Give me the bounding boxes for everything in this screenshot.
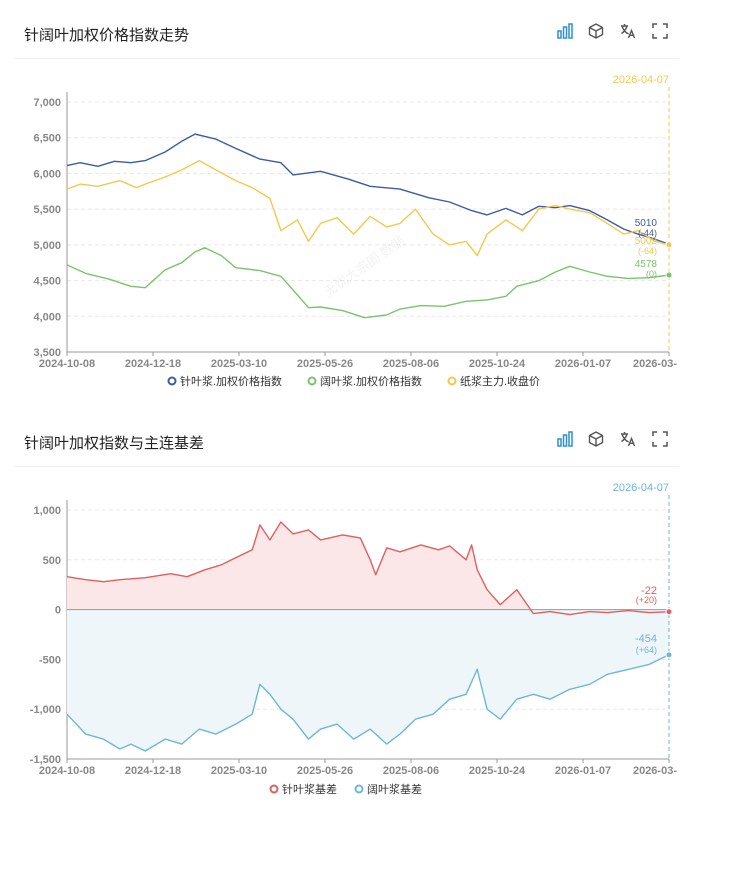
series-area [67,609,669,752]
y-tick-label: 6,000 [33,168,61,180]
series-end-change: (0) [646,269,657,279]
series-end-change: (-44) [638,228,657,238]
x-tick-label: 2024-12-18 [125,358,181,370]
series-end-change: (+64) [636,645,657,655]
price-index-chart: 3,500 4,000 4,500 5,000 5,500 6,000 6,500 7,000… [33,74,677,388]
series-end-change: (-64) [638,246,657,256]
x-tick-label: 2025-10-24 [469,765,526,777]
header-divider [14,58,679,59]
x-tick-label: 2025-03-10 [211,765,267,777]
cube-icon[interactable] [587,22,605,40]
legend-label: 针叶浆.加权价格指数 [180,374,282,388]
y-tick-label: 5,500 [33,204,61,216]
watermark: 无忧大宗圈 数据 [321,233,407,300]
legend-label: 阔叶浆基差 [367,782,422,796]
fullscreen-icon[interactable] [651,430,669,448]
series-end-change: (+20) [636,595,657,605]
series-end-dot [665,271,673,279]
x-tick-label: 2024-10-08 [39,358,95,370]
series-line [66,521,670,616]
x-tick-label: 2025-05-26 [297,765,353,777]
legend-marker [167,376,177,386]
legend-label: 阔叶浆.加权价格指数 [320,374,422,388]
series-end-value: -22 [641,585,657,597]
y-tick-label: 3,500 [33,347,61,359]
series-line [66,133,670,245]
fullscreen-icon[interactable] [651,22,669,40]
series-line [66,159,670,257]
x-tick-label: 2026-03- [633,765,677,777]
legend-label: 纸浆主力.收盘价 [460,374,540,388]
series-end-value: 5010 [635,218,658,229]
series-end-value: -454 [635,633,657,645]
panel-header: 针阔叶加权价格指数走势 [0,0,690,58]
series-end-value: 5002 [635,236,658,247]
series-area [67,521,669,615]
bar-chart-icon[interactable] [556,430,574,448]
translate-icon[interactable] [619,22,637,40]
panel-title: 针阔叶加权指数与主连基差 [24,435,205,452]
price-index-panel: 针阔叶加权价格指数走势 3,500 4,000 4,500 5,000 5,500 6,0… [0,0,731,410]
legend-marker [447,376,457,386]
bar-chart-icon[interactable] [556,22,574,40]
x-tick-label: 2026-03- [633,358,677,370]
y-tick-label: 7,000 [33,97,61,109]
y-tick-label: -500 [39,654,61,666]
legend-label: 针叶浆基差 [282,782,337,796]
y-tick-label: 4,500 [33,276,61,288]
series-line [66,654,670,752]
x-tick-label: 2025-05-26 [297,358,353,370]
y-tick-label: 6,500 [33,133,61,145]
series-end-value: 4578 [635,259,658,270]
x-tick-label: 2025-03-10 [211,358,267,370]
x-tick-label: 2026-01-07 [555,765,611,777]
x-tick-label: 2025-08-06 [383,358,439,370]
y-tick-label: 0 [55,605,61,617]
panel-title: 针阔叶加权价格指数走势 [24,27,190,44]
cube-icon[interactable] [587,430,605,448]
legend-marker [307,376,317,386]
cursor-date-label: 2026-04-07 [613,482,669,494]
basis-panel: 针阔叶加权指数与主连基差 -1,500-1,000-50005001,000无忧… [0,408,731,821]
series-end-dot [665,608,673,616]
y-tick-label: 5,000 [33,240,61,252]
x-tick-label: 2026-01-07 [555,358,611,370]
x-tick-label: 2025-10-24 [469,358,526,370]
y-tick-label: 4,000 [33,311,61,323]
y-tick-label: 1,000 [33,505,61,517]
y-tick-label: 500 [43,555,61,567]
x-tick-label: 2024-12-18 [125,765,181,777]
series-end-dot [665,651,673,659]
header-divider [14,466,679,467]
y-tick-label: -1,500 [30,754,61,766]
translate-icon[interactable] [619,430,637,448]
series-line [66,247,670,319]
panel-header: 针阔叶加权指数与主连基差 [0,408,690,466]
cursor-date-label: 2026-04-07 [613,74,669,86]
legend-marker [269,784,279,794]
legend-marker [354,784,364,794]
y-tick-label: -1,000 [30,704,61,716]
x-tick-label: 2024-10-08 [39,765,95,777]
x-tick-label: 2025-08-06 [383,765,439,777]
series-end-dot [665,241,673,249]
